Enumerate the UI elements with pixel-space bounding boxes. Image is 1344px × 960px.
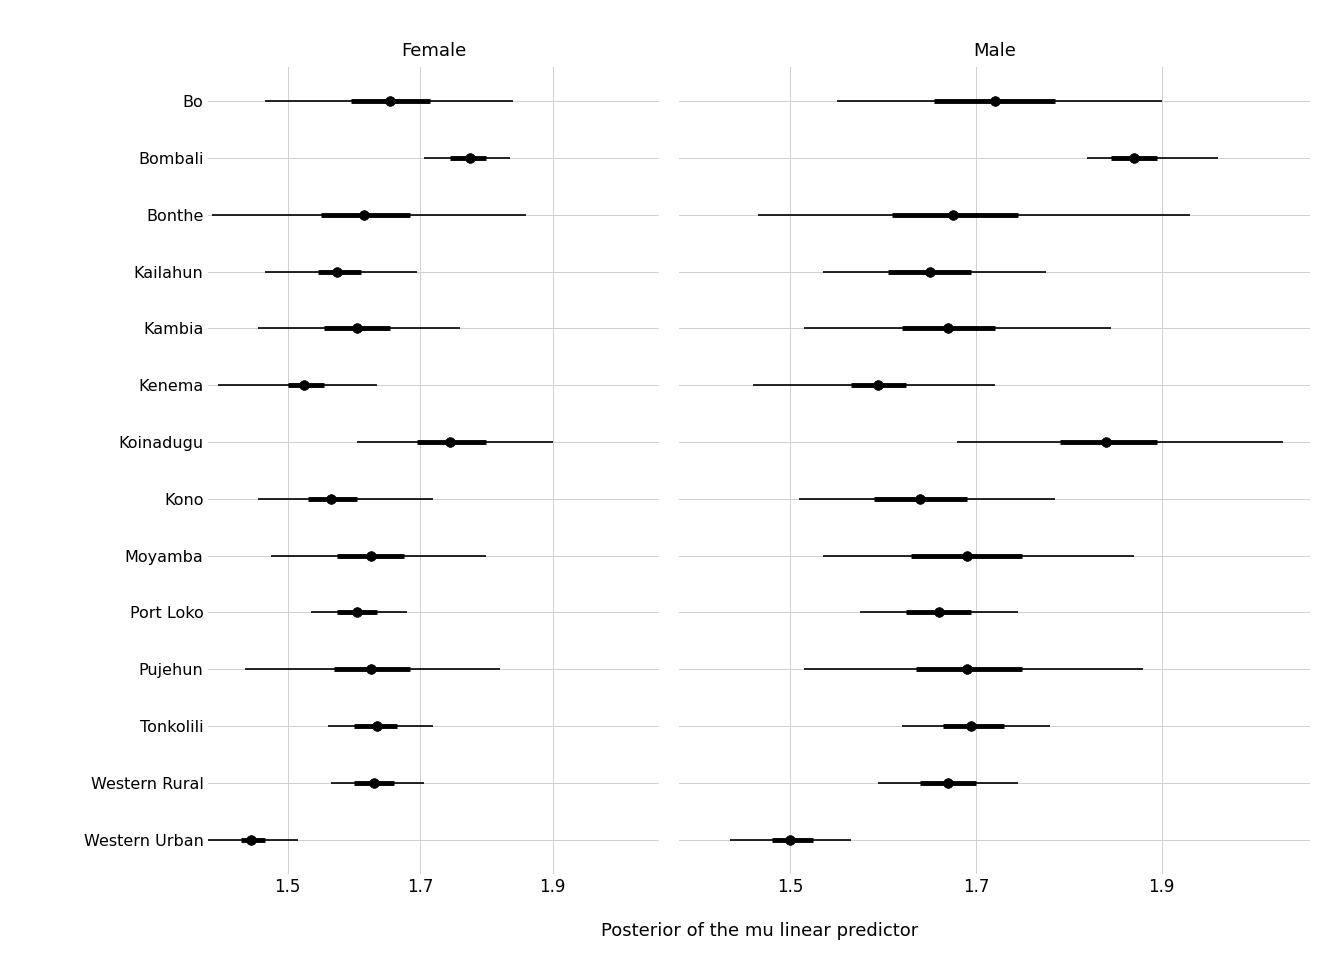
Text: Posterior of the mu linear predictor: Posterior of the mu linear predictor [601,923,918,940]
Title: Male: Male [973,42,1016,60]
Title: Female: Female [401,42,466,60]
